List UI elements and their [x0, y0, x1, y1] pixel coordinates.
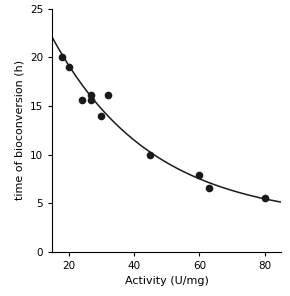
- Point: [66, 65, 71, 70]
- Point: [207, 186, 212, 191]
- Point: [263, 196, 267, 201]
- Point: [197, 173, 202, 177]
- Point: [99, 113, 104, 118]
- Point: [106, 93, 110, 98]
- Point: [148, 152, 153, 157]
- X-axis label: Activity (U/mg): Activity (U/mg): [125, 276, 209, 286]
- Point: [79, 98, 84, 102]
- Point: [89, 98, 94, 102]
- Point: [89, 93, 94, 98]
- Y-axis label: time of bioconversion (h): time of bioconversion (h): [14, 60, 24, 200]
- Point: [60, 55, 64, 60]
